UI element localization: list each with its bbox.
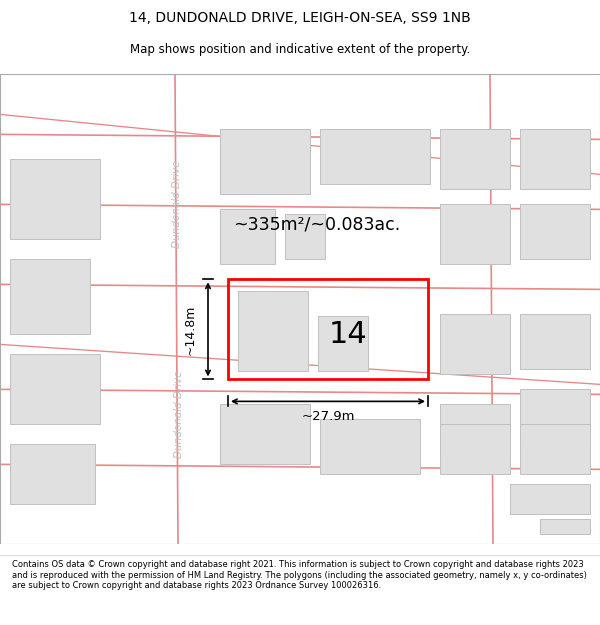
Bar (440, 404, 510, 454)
Text: 14: 14 (329, 320, 367, 349)
Bar (10, 444, 95, 504)
Bar (320, 129, 430, 184)
Text: Dundonald Drive: Dundonald Drive (172, 161, 182, 248)
Bar (220, 209, 275, 264)
Bar (440, 129, 510, 189)
Bar (10, 259, 90, 334)
Bar (285, 214, 325, 259)
Bar (520, 204, 590, 259)
Bar (520, 314, 590, 369)
Text: 14, DUNDONALD DRIVE, LEIGH-ON-SEA, SS9 1NB: 14, DUNDONALD DRIVE, LEIGH-ON-SEA, SS9 1… (129, 11, 471, 26)
Bar (540, 519, 590, 534)
Bar (440, 424, 510, 474)
Bar (220, 404, 310, 464)
Bar (10, 159, 100, 239)
Bar (318, 316, 368, 371)
Bar (220, 129, 310, 194)
Bar (228, 279, 428, 379)
Text: Map shows position and indicative extent of the property.: Map shows position and indicative extent… (130, 42, 470, 56)
Bar (520, 424, 590, 474)
Bar (10, 354, 100, 424)
Bar (320, 419, 420, 474)
Text: ~27.9m: ~27.9m (301, 410, 355, 423)
Bar (440, 314, 510, 374)
Bar (440, 204, 510, 264)
Text: ~335m²/~0.083ac.: ~335m²/~0.083ac. (233, 216, 400, 233)
Text: Dundonald Drive: Dundonald Drive (174, 371, 184, 458)
Text: Contains OS data © Crown copyright and database right 2021. This information is : Contains OS data © Crown copyright and d… (12, 560, 587, 590)
Bar (520, 389, 590, 444)
Bar (520, 129, 590, 189)
Text: ~14.8m: ~14.8m (184, 304, 197, 354)
Bar (510, 484, 590, 514)
Bar (238, 291, 308, 371)
